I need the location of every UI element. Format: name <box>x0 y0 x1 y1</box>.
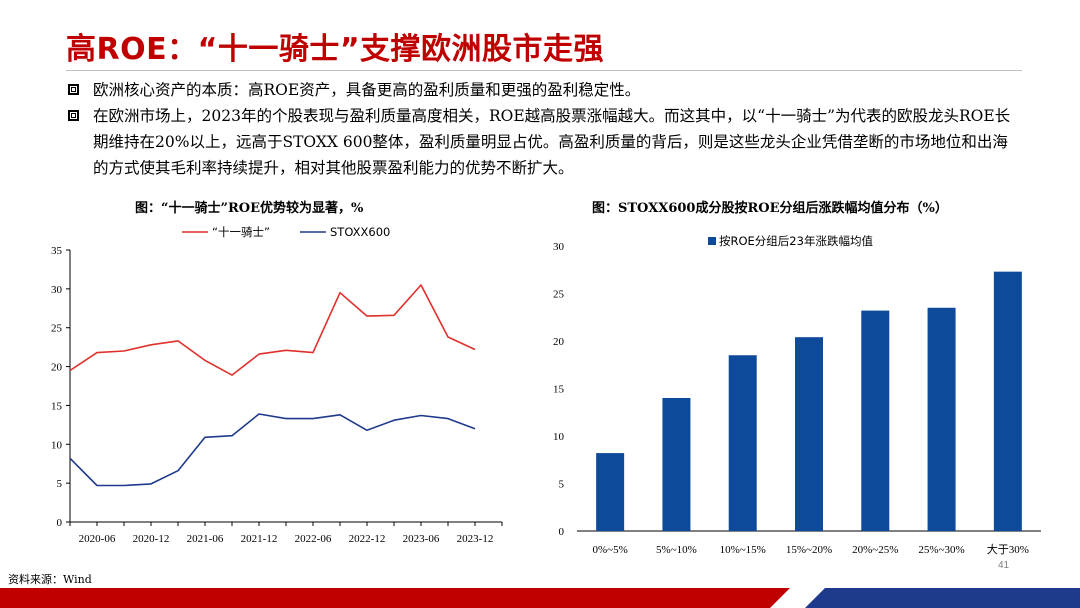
series-line-eleven-knights <box>69 284 476 376</box>
x-tick-label: 2021-06 <box>187 533 224 545</box>
x-tick-label: 2020-06 <box>79 533 116 545</box>
y-tick-label: 25 <box>51 323 63 335</box>
y-tick-label: 5 <box>57 478 63 490</box>
y-tick-label: 10 <box>51 439 63 451</box>
y-tick-label: 30 <box>51 284 63 296</box>
footer-navy-band <box>805 588 1080 608</box>
x-tick-label: 2020-12 <box>133 533 170 545</box>
legend-label: 按ROE分组后23年涨跌幅均值 <box>719 234 873 248</box>
bar <box>728 355 757 531</box>
page-number: 41 <box>998 560 1010 571</box>
bar <box>993 271 1022 531</box>
x-tick-label: 2023-12 <box>457 533 494 545</box>
y-tick-label: 20 <box>51 362 63 374</box>
x-tick-label: 15%~20% <box>786 544 832 556</box>
x-tick-label: 5%~10% <box>656 544 697 556</box>
y-tick-label: 15 <box>51 400 63 412</box>
bar <box>927 307 956 531</box>
y-tick-label: 30 <box>553 241 565 253</box>
y-tick-label: 25 <box>553 289 565 301</box>
roe-bar-chart: 0 5 10 15 20 25 30 0%~5% 5%~10% 10%~15% 15%~20% 20%… <box>553 234 1041 556</box>
x-tick-label: 2021-12 <box>241 533 278 545</box>
x-tick-label: 25%~30% <box>918 544 964 556</box>
x-tick-label: 20%~25% <box>852 544 898 556</box>
slide-title: 高ROE：“十一骑士”支撑欧洲股市走强 <box>66 32 605 67</box>
series-line-stoxx600 <box>69 413 476 487</box>
y-tick-label: 35 <box>51 245 63 257</box>
y-tick-label: 10 <box>553 431 565 443</box>
bullet-text: 欧洲核心资产的本质：高ROE资产，具备更高的盈利质量和更强的盈利稳定性。 <box>93 81 641 99</box>
footer-white-stripe <box>770 588 825 608</box>
x-tick-label: 0%~5% <box>593 544 628 556</box>
y-tick-label: 20 <box>553 336 565 348</box>
x-tick-label: 2022-06 <box>295 533 332 545</box>
bar <box>662 398 691 531</box>
x-tick-label: 2023-06 <box>403 533 440 545</box>
legend-swatch <box>708 237 716 245</box>
y-tick-label: 0 <box>559 526 565 538</box>
y-tick-label: 5 <box>559 479 565 491</box>
footer-red-band <box>0 588 790 608</box>
source-note: 资料来源：Wind <box>8 573 92 586</box>
legend-label: STOXX600 <box>330 225 390 239</box>
y-tick-label: 0 <box>57 517 63 529</box>
bullet-text: 在欧洲市场上，2023年的个股表现与盈利质量高度相关，ROE越高股票涨幅越大。而… <box>93 107 1011 177</box>
bullet-item: 欧洲核心资产的本质：高ROE资产，具备更高的盈利质量和更强的盈利稳定性。 <box>66 77 1018 103</box>
title-divider <box>66 70 1022 71</box>
bar <box>596 453 625 531</box>
bar <box>795 337 823 531</box>
x-tick-label: 10%~15% <box>720 544 766 556</box>
footer-band <box>0 588 1080 608</box>
roe-line-chart: 0 5 10 15 20 25 30 35 2020-06 2020-12 2021-06 2021-… <box>51 225 503 545</box>
x-tick-label: 2022-12 <box>349 533 386 545</box>
bar-chart-title: 图：STOXX600成分股按ROE分组后涨跌幅均值分布（%） <box>592 201 948 216</box>
legend-label: “十一骑士” <box>212 225 270 239</box>
bullet-list: 欧洲核心资产的本质：高ROE资产，具备更高的盈利质量和更强的盈利稳定性。 在欧洲… <box>66 77 1018 181</box>
checkbox-bullet-icon <box>68 84 79 95</box>
x-tick-label: 大于30% <box>987 542 1029 556</box>
line-chart-title: 图：“十一骑士”ROE优势较为显著，% <box>135 201 364 216</box>
bar <box>861 310 890 531</box>
bullet-item: 在欧洲市场上，2023年的个股表现与盈利质量高度相关，ROE越高股票涨幅越大。而… <box>66 103 1018 181</box>
checkbox-bullet-icon <box>68 110 79 121</box>
y-tick-label: 15 <box>553 384 565 396</box>
